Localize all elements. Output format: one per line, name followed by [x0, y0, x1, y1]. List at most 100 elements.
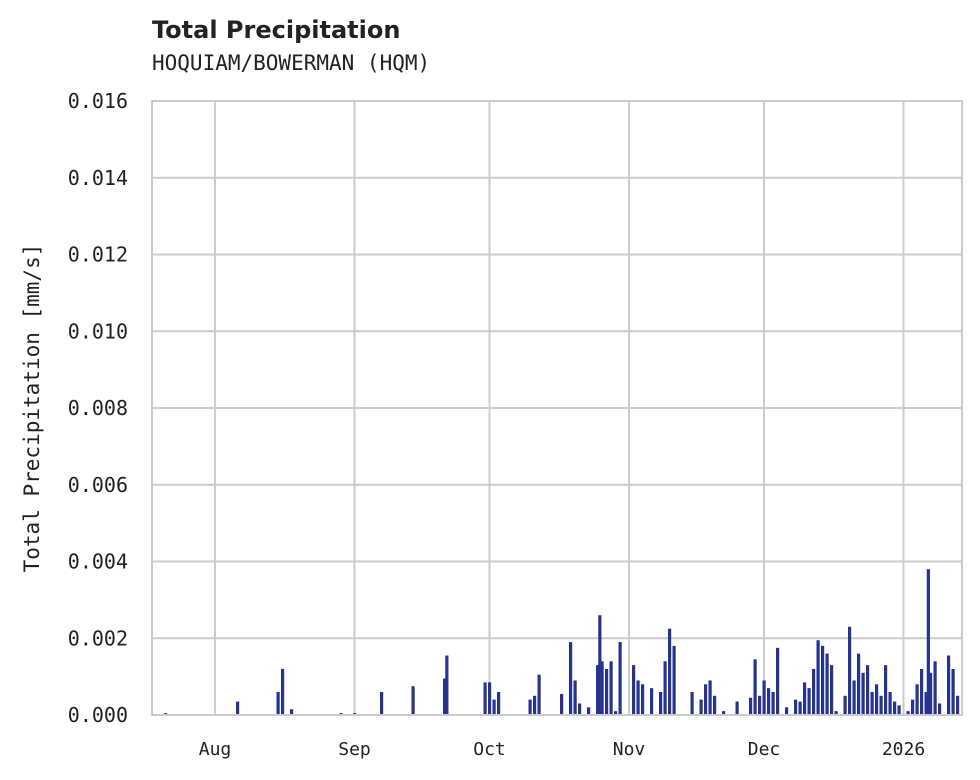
x-tick-label: Oct — [473, 739, 506, 760]
x-tick-label: Aug — [199, 739, 232, 760]
y-tick-label: 0.010 — [68, 319, 128, 343]
precipitation-bar — [443, 678, 447, 715]
precipitation-bar — [821, 645, 825, 715]
precipitation-bar — [866, 665, 870, 715]
precipitation-bar — [598, 615, 602, 715]
x-tick-label: Sep — [338, 739, 371, 760]
precipitation-bar — [488, 682, 492, 715]
precipitation-bar — [569, 642, 573, 715]
precipitation-bar — [947, 655, 951, 715]
y-axis-ticks: 0.000 0.002 0.004 0.006 0.008 0.010 0.012 0.014… — [68, 89, 128, 727]
y-tick-label: 0.004 — [68, 550, 128, 574]
precipitation-bar — [920, 668, 924, 715]
precipitation-bar — [672, 645, 676, 715]
precipitation-bar — [798, 701, 802, 715]
precipitation-bar — [290, 709, 294, 715]
precipitation-bar — [807, 688, 811, 715]
precipitation-bar — [708, 680, 712, 715]
y-tick-label: 0.008 — [68, 396, 128, 420]
precipitation-bar — [816, 640, 820, 715]
precipitation-bar — [897, 705, 901, 715]
precipitation-bar — [911, 699, 915, 715]
y-tick-label: 0.016 — [68, 89, 128, 113]
precipitation-bar — [281, 668, 285, 715]
precipitation-bar — [893, 701, 897, 715]
precipitation-bar — [875, 684, 879, 715]
precipitation-bar — [380, 691, 384, 715]
precipitation-bar — [870, 691, 874, 715]
precipitation-bar — [767, 688, 771, 715]
precipitation-bar — [445, 655, 449, 715]
plot-frame — [151, 100, 963, 716]
precipitation-bar — [668, 628, 672, 715]
precipitation-bar — [632, 665, 636, 715]
precipitation-bar — [276, 691, 280, 715]
precipitation-bar — [722, 711, 726, 715]
precipitation-bar — [956, 695, 960, 715]
precipitation-bar — [411, 686, 415, 715]
precipitation-bar — [933, 661, 937, 715]
precipitation-bar — [578, 703, 582, 715]
x-tick-label: 2026 — [882, 739, 925, 760]
y-tick-label: 0.000 — [68, 703, 128, 727]
precipitation-bar — [771, 691, 775, 715]
precipitation-bar — [492, 699, 496, 715]
precipitation-bar — [600, 661, 604, 715]
chart-subtitle: HOQUIAM/BOWERMAN (HQM) — [152, 51, 431, 75]
precipitation-bar — [848, 626, 852, 715]
precipitation-bar — [614, 711, 618, 715]
y-tick-label: 0.014 — [68, 166, 128, 190]
precipitation-bar — [884, 665, 888, 715]
precipitation-bar — [704, 684, 708, 715]
precipitation-bar — [938, 703, 942, 715]
precipitation-bar — [609, 661, 613, 715]
precipitation-bar — [528, 699, 532, 715]
precipitation-bar — [929, 672, 933, 715]
precipitation-bar — [794, 699, 798, 715]
precipitation-bar — [699, 699, 703, 715]
precipitation-bar — [879, 695, 883, 715]
precipitation-bar — [803, 682, 807, 715]
x-tick-label: Dec — [748, 739, 781, 760]
precipitation-bar — [906, 711, 910, 715]
y-tick-label: 0.006 — [68, 473, 128, 497]
precipitation-bar — [663, 661, 667, 715]
precipitation-bar — [573, 680, 577, 715]
precipitation-bar — [560, 693, 564, 715]
precipitation-bar — [641, 684, 645, 715]
x-tick-label: Nov — [613, 739, 646, 760]
precipitation-bar — [753, 659, 757, 715]
precipitation-bar — [915, 684, 919, 715]
precipitation-bar — [587, 707, 591, 715]
precipitation-bar — [888, 691, 892, 715]
precipitation-bar — [713, 695, 717, 715]
precipitation-bar — [605, 668, 609, 715]
precipitation-bar — [843, 695, 847, 715]
y-tick-label: 0.002 — [68, 626, 128, 650]
precipitation-bar — [830, 665, 834, 715]
precipitation-bar — [690, 691, 694, 715]
precipitation-bar — [236, 701, 240, 715]
precipitation-bars — [164, 569, 960, 715]
precipitation-bar — [618, 642, 622, 715]
precipitation-bar — [834, 711, 838, 715]
precipitation-bar — [861, 672, 865, 715]
precipitation-bar — [857, 653, 861, 715]
precipitation-bar — [497, 691, 501, 715]
precipitation-bar — [924, 691, 928, 715]
precipitation-bar — [483, 682, 487, 715]
precipitation-bar — [785, 707, 789, 715]
precipitation-bar — [735, 701, 739, 715]
precipitation-bar — [533, 695, 537, 715]
precipitation-bar — [758, 695, 762, 715]
y-tick-label: 0.012 — [68, 243, 128, 267]
grid-lines — [152, 100, 962, 716]
precipitation-bar — [659, 691, 663, 715]
precipitation-bar — [537, 674, 541, 715]
precipitation-bar — [636, 680, 640, 715]
precipitation-bar — [825, 653, 829, 715]
precipitation-bar — [596, 665, 600, 715]
chart-title: Total Precipitation — [152, 16, 401, 44]
precipitation-bar — [762, 680, 766, 715]
